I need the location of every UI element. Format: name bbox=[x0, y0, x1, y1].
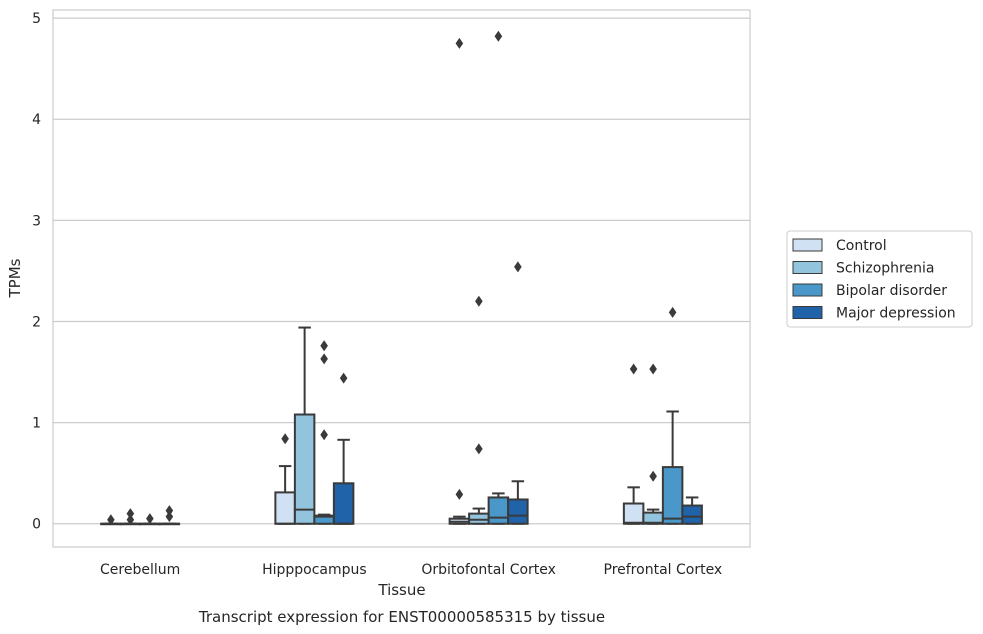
outlier-point bbox=[649, 363, 657, 375]
box-group bbox=[507, 261, 529, 525]
outlier-point bbox=[165, 505, 174, 517]
outlier-point bbox=[339, 372, 348, 384]
y-tick-labels: 0 1 2 3 4 5 bbox=[32, 11, 41, 533]
box-group bbox=[681, 496, 703, 525]
y-tick-label: 4 bbox=[32, 112, 41, 128]
legend-swatch bbox=[792, 261, 823, 274]
outlier-point bbox=[320, 340, 328, 352]
x-tick-label: Cerebellum bbox=[100, 562, 180, 578]
box bbox=[468, 512, 490, 525]
box bbox=[332, 482, 355, 525]
outlier-point bbox=[475, 443, 483, 455]
outlier-point bbox=[649, 470, 657, 482]
outlier-point bbox=[475, 295, 483, 307]
legend-swatch bbox=[792, 306, 823, 319]
x-axis-label: Tissue bbox=[377, 581, 425, 599]
outlier-point bbox=[281, 433, 289, 445]
outlier-point bbox=[455, 37, 464, 49]
chart-caption: Transcript expression for ENST0000058531… bbox=[198, 608, 605, 626]
y-tick-label: 2 bbox=[32, 314, 41, 330]
x-tick-label: Hipppocampus bbox=[262, 562, 367, 578]
plot-frame bbox=[52, 9, 751, 548]
outlier-point bbox=[320, 353, 328, 365]
legend-swatch bbox=[792, 238, 823, 252]
box-group bbox=[661, 306, 684, 525]
legend-frame bbox=[786, 230, 973, 328]
legend: Control Schizophrenia Bipolar disorder Majo… bbox=[786, 230, 973, 328]
outlier-point bbox=[126, 514, 135, 526]
outlier-point bbox=[455, 488, 464, 500]
x-tick-label: Prefrontal Cortex bbox=[604, 562, 723, 578]
box-group bbox=[158, 505, 181, 526]
outlier-point bbox=[668, 306, 677, 318]
legend-swatch bbox=[792, 283, 823, 297]
y-tick-label: 1 bbox=[32, 416, 41, 432]
box bbox=[507, 498, 529, 525]
y-axis-label: TPMs bbox=[6, 258, 24, 298]
box-layer bbox=[100, 30, 703, 526]
box bbox=[622, 502, 645, 525]
box-group bbox=[332, 372, 355, 525]
box-group bbox=[622, 363, 645, 525]
y-tick-label: 0 bbox=[32, 517, 41, 533]
box bbox=[661, 466, 684, 525]
box bbox=[293, 413, 316, 525]
outlier-point bbox=[514, 261, 522, 273]
box bbox=[274, 491, 296, 525]
y-tick-label: 5 bbox=[32, 11, 41, 27]
box-group bbox=[139, 513, 161, 526]
legend-label: Schizophrenia bbox=[836, 261, 934, 277]
outlier-point bbox=[494, 30, 503, 42]
outlier-point bbox=[126, 508, 135, 520]
box-group bbox=[642, 363, 664, 525]
outlier-point bbox=[107, 514, 115, 526]
outlier-point bbox=[165, 511, 174, 523]
outlier-point bbox=[629, 363, 638, 375]
x-tick-labels: Cerebellum Hipppocampus Orbitofontal Corte… bbox=[100, 562, 722, 578]
x-tick-label: Orbitofontal Cortex bbox=[421, 562, 556, 578]
box-group bbox=[293, 326, 316, 525]
legend-label: Control bbox=[836, 238, 887, 254]
box-group bbox=[487, 30, 510, 525]
box bbox=[681, 504, 703, 525]
y-tick-label: 3 bbox=[32, 213, 41, 229]
box bbox=[487, 496, 510, 525]
legend-label: Bipolar disorder bbox=[836, 283, 947, 299]
outlier-point bbox=[146, 513, 154, 525]
outlier-point bbox=[320, 429, 328, 441]
plot-background bbox=[53, 10, 750, 547]
legend-label: Major depression bbox=[836, 306, 956, 322]
